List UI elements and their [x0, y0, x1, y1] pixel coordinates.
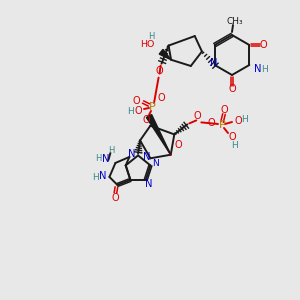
Text: O: O — [112, 193, 119, 203]
Text: CH₃: CH₃ — [227, 16, 243, 26]
Text: H: H — [148, 32, 154, 41]
Text: O: O — [134, 106, 142, 116]
Text: O: O — [156, 66, 164, 76]
Text: O: O — [132, 96, 140, 106]
Text: N: N — [99, 171, 106, 181]
Text: HO: HO — [140, 40, 154, 49]
Text: H: H — [108, 146, 115, 155]
Text: O: O — [228, 132, 236, 142]
Text: P: P — [148, 102, 155, 112]
Text: O: O — [234, 116, 242, 126]
Text: N: N — [145, 179, 152, 189]
Text: N: N — [210, 58, 218, 68]
Text: N: N — [128, 149, 135, 159]
Text: O: O — [260, 40, 267, 50]
Text: O: O — [194, 111, 201, 122]
Text: O: O — [157, 93, 165, 103]
Text: O: O — [220, 105, 228, 115]
Text: O: O — [175, 140, 182, 150]
Text: N: N — [102, 154, 109, 164]
Polygon shape — [146, 115, 171, 155]
Text: H: H — [95, 154, 102, 164]
Text: P: P — [219, 120, 225, 130]
Text: O: O — [207, 118, 215, 128]
Text: N: N — [152, 159, 159, 168]
Text: H: H — [242, 115, 248, 124]
Text: H: H — [261, 64, 268, 74]
Text: H: H — [231, 142, 237, 151]
Text: N: N — [254, 64, 262, 74]
Text: N: N — [143, 152, 151, 162]
Text: H: H — [92, 173, 99, 182]
Text: O: O — [228, 84, 236, 94]
Text: H: H — [127, 107, 134, 116]
Text: O: O — [142, 115, 150, 125]
Polygon shape — [159, 50, 171, 60]
